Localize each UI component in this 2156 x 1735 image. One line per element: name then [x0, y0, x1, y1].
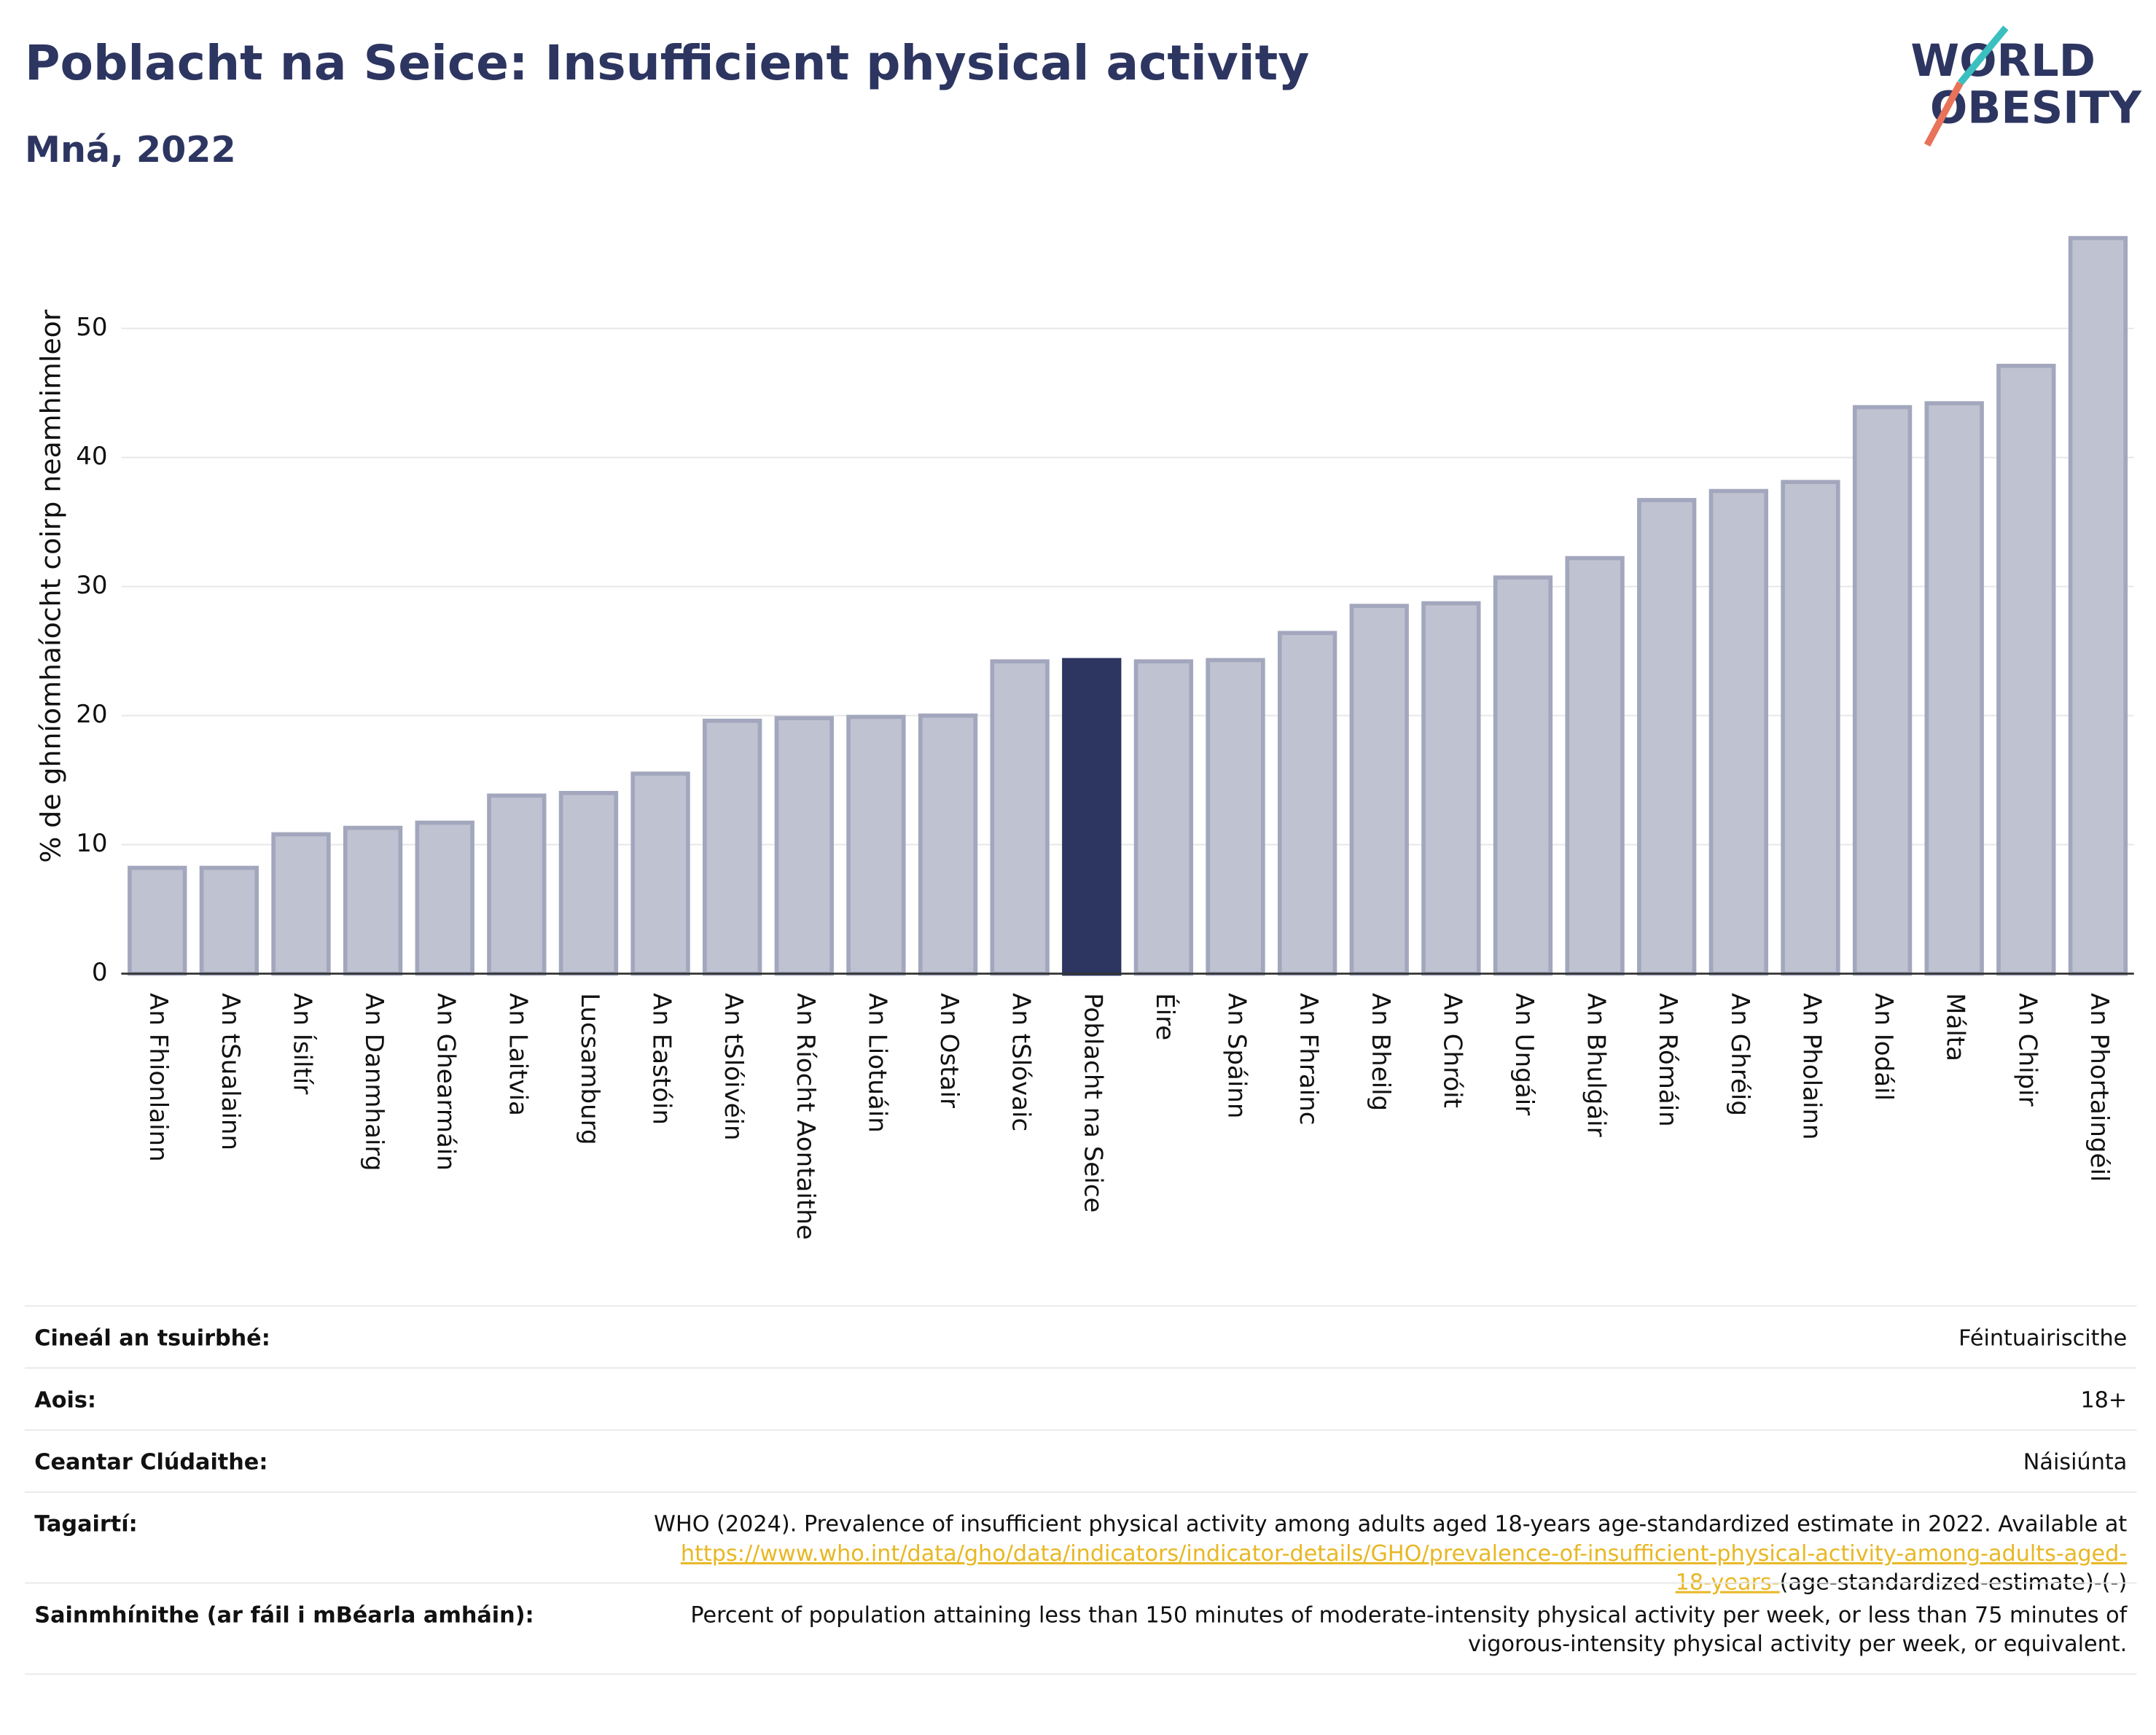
x-tick-label: An Ghréig	[1725, 993, 1754, 1116]
bar	[1349, 604, 1409, 976]
bar	[918, 713, 978, 976]
row-label: Aois:	[34, 1387, 96, 1413]
row-value: Féintuairiscithe	[1958, 1325, 2127, 1351]
row-label: Tagairtí:	[34, 1512, 137, 1537]
reference-line: 18-years-(age-standardized-estimate)-(-)	[1676, 1570, 2128, 1595]
row-label: Ceantar Clúdaithe:	[34, 1450, 267, 1475]
bar	[558, 790, 619, 976]
bar	[1708, 488, 1769, 976]
y-tick-label: 40	[76, 442, 107, 471]
bar	[1421, 601, 1481, 976]
x-tick-label: An Danmhairg	[359, 993, 388, 1171]
y-tick-label: 0	[92, 958, 108, 987]
row-value: Náisiúnta	[2023, 1450, 2127, 1475]
row-value: WHO (2024). Prevalence of insufficient p…	[654, 1512, 2127, 1537]
logo-slash	[1957, 26, 2009, 85]
bar	[1062, 658, 1122, 976]
x-tick-label: An Ghearmáin	[431, 993, 461, 1171]
y-tick-label: 10	[76, 829, 107, 858]
x-tick-label: An Ostair	[934, 993, 964, 1108]
bar	[271, 832, 331, 976]
bar	[1924, 401, 1984, 976]
y-tick-label: 50	[76, 313, 107, 342]
bar	[774, 716, 834, 976]
reference-link[interactable]: https://www.who.int/data/gho/data/indica…	[681, 1540, 2127, 1566]
x-tick-label: An Fhionlainn	[144, 993, 173, 1162]
bar	[1206, 658, 1265, 976]
bar	[1133, 659, 1194, 976]
chart-subtitle: Mná, 2022	[25, 128, 236, 171]
bar	[1277, 631, 1337, 976]
bar	[415, 820, 474, 976]
x-tick-label: An Chróit	[1437, 993, 1466, 1108]
y-tick-label: 30	[76, 571, 107, 600]
bar	[1996, 364, 2056, 976]
y-tick-label: 20	[76, 700, 107, 729]
x-tick-label: An tSlóivéin	[719, 993, 748, 1140]
x-tick-label: Poblacht na Seice	[1078, 993, 1107, 1212]
bar	[199, 865, 259, 976]
bar	[1852, 405, 1913, 976]
reference-suffix: (age-standardized-estimate)-(-)	[1780, 1570, 2128, 1595]
x-tick-label: An Chipir	[2012, 993, 2042, 1107]
x-tick-label: An Bhulgáir	[1582, 993, 1611, 1137]
bar	[703, 718, 762, 976]
bar	[343, 825, 403, 976]
bar	[1781, 480, 1840, 976]
x-tick-label: An Ísiltír	[287, 993, 317, 1094]
x-tick-label: An Bheilg	[1366, 993, 1395, 1111]
x-tick-label: An Spáinn	[1222, 993, 1251, 1118]
x-tick-label: An tSualainn	[216, 993, 245, 1150]
x-tick-label: Málta	[1941, 993, 1970, 1061]
x-tick-label: An Phortaingéil	[2085, 993, 2114, 1182]
row-value: vigorous-intensity physical activity per…	[1468, 1631, 2127, 1657]
x-tick-label: Lucsamburg	[575, 993, 604, 1145]
logo-slash	[1923, 81, 1964, 147]
x-tick-label: An Ríocht Aontaithe	[791, 993, 820, 1240]
x-tick-label: An Pholainn	[1797, 993, 1826, 1139]
logo-text: OBESITY	[1930, 82, 2142, 133]
row-value: 18+	[2080, 1387, 2127, 1413]
bar	[128, 865, 187, 976]
x-tick-label: An Liotuáin	[862, 993, 891, 1133]
bar	[487, 793, 547, 976]
x-tick-label: An tSlóvaic	[1007, 993, 1036, 1131]
x-tick-label: An Laitvia	[503, 993, 532, 1116]
x-tick-label: An Eastóin	[647, 993, 676, 1125]
logo-text: WORLD	[1910, 36, 2096, 87]
bar	[1493, 575, 1553, 976]
bar	[1565, 555, 1625, 976]
bar	[2068, 235, 2128, 976]
bar	[846, 714, 906, 976]
x-tick-label: An Fhrainc	[1294, 993, 1323, 1125]
x-tick-label: An Rómáin	[1653, 993, 1682, 1127]
row-label: Cineál an tsuirbhé:	[34, 1325, 270, 1351]
x-tick-label: Éire	[1150, 993, 1180, 1040]
reference-line: https://www.who.int/data/gho/data/indica…	[681, 1540, 2127, 1566]
bar	[990, 659, 1050, 976]
bar	[630, 771, 690, 976]
x-tick-label: An Ungáir	[1509, 993, 1539, 1115]
y-axis-title: % de ghníomhaíocht coirp neamhimleor	[34, 309, 66, 862]
chart-title: Poblacht na Seice: Insufficient physical…	[25, 35, 1309, 91]
row-value: Percent of population attaining less tha…	[690, 1602, 2128, 1628]
row-label: Sainmhínithe (ar fáil i mBéarla amháin):	[34, 1602, 534, 1628]
x-tick-label: An Iodáil	[1869, 993, 1898, 1101]
reference-link[interactable]: 18-years-	[1676, 1570, 1780, 1595]
bar	[1637, 498, 1697, 976]
